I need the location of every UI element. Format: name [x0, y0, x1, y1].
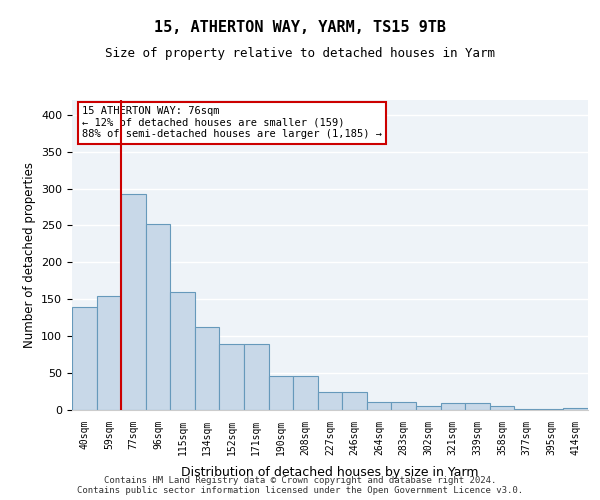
Text: 15 ATHERTON WAY: 76sqm
← 12% of detached houses are smaller (159)
88% of semi-de: 15 ATHERTON WAY: 76sqm ← 12% of detached…	[82, 106, 382, 140]
Bar	[244, 344, 269, 410]
Bar	[220, 344, 244, 410]
Text: 15, ATHERTON WAY, YARM, TS15 9TB: 15, ATHERTON WAY, YARM, TS15 9TB	[154, 20, 446, 35]
Bar	[342, 392, 367, 410]
Bar	[490, 406, 514, 410]
Text: Contains HM Land Registry data © Crown copyright and database right 2024.
Contai: Contains HM Land Registry data © Crown c…	[77, 476, 523, 495]
Bar	[269, 376, 293, 410]
Bar	[97, 296, 121, 410]
Bar	[72, 306, 97, 410]
Bar	[440, 402, 465, 410]
Bar	[318, 392, 342, 410]
Text: Size of property relative to detached houses in Yarm: Size of property relative to detached ho…	[105, 48, 495, 60]
Bar	[195, 328, 220, 410]
Y-axis label: Number of detached properties: Number of detached properties	[23, 162, 35, 348]
Bar	[465, 402, 490, 410]
Bar	[121, 194, 146, 410]
Bar	[539, 408, 563, 410]
Bar	[293, 376, 318, 410]
Bar	[367, 402, 391, 410]
Bar	[416, 406, 440, 410]
Bar	[170, 292, 195, 410]
X-axis label: Distribution of detached houses by size in Yarm: Distribution of detached houses by size …	[181, 466, 479, 479]
Bar	[514, 408, 539, 410]
Bar	[563, 408, 588, 410]
Bar	[391, 402, 416, 410]
Bar	[146, 224, 170, 410]
